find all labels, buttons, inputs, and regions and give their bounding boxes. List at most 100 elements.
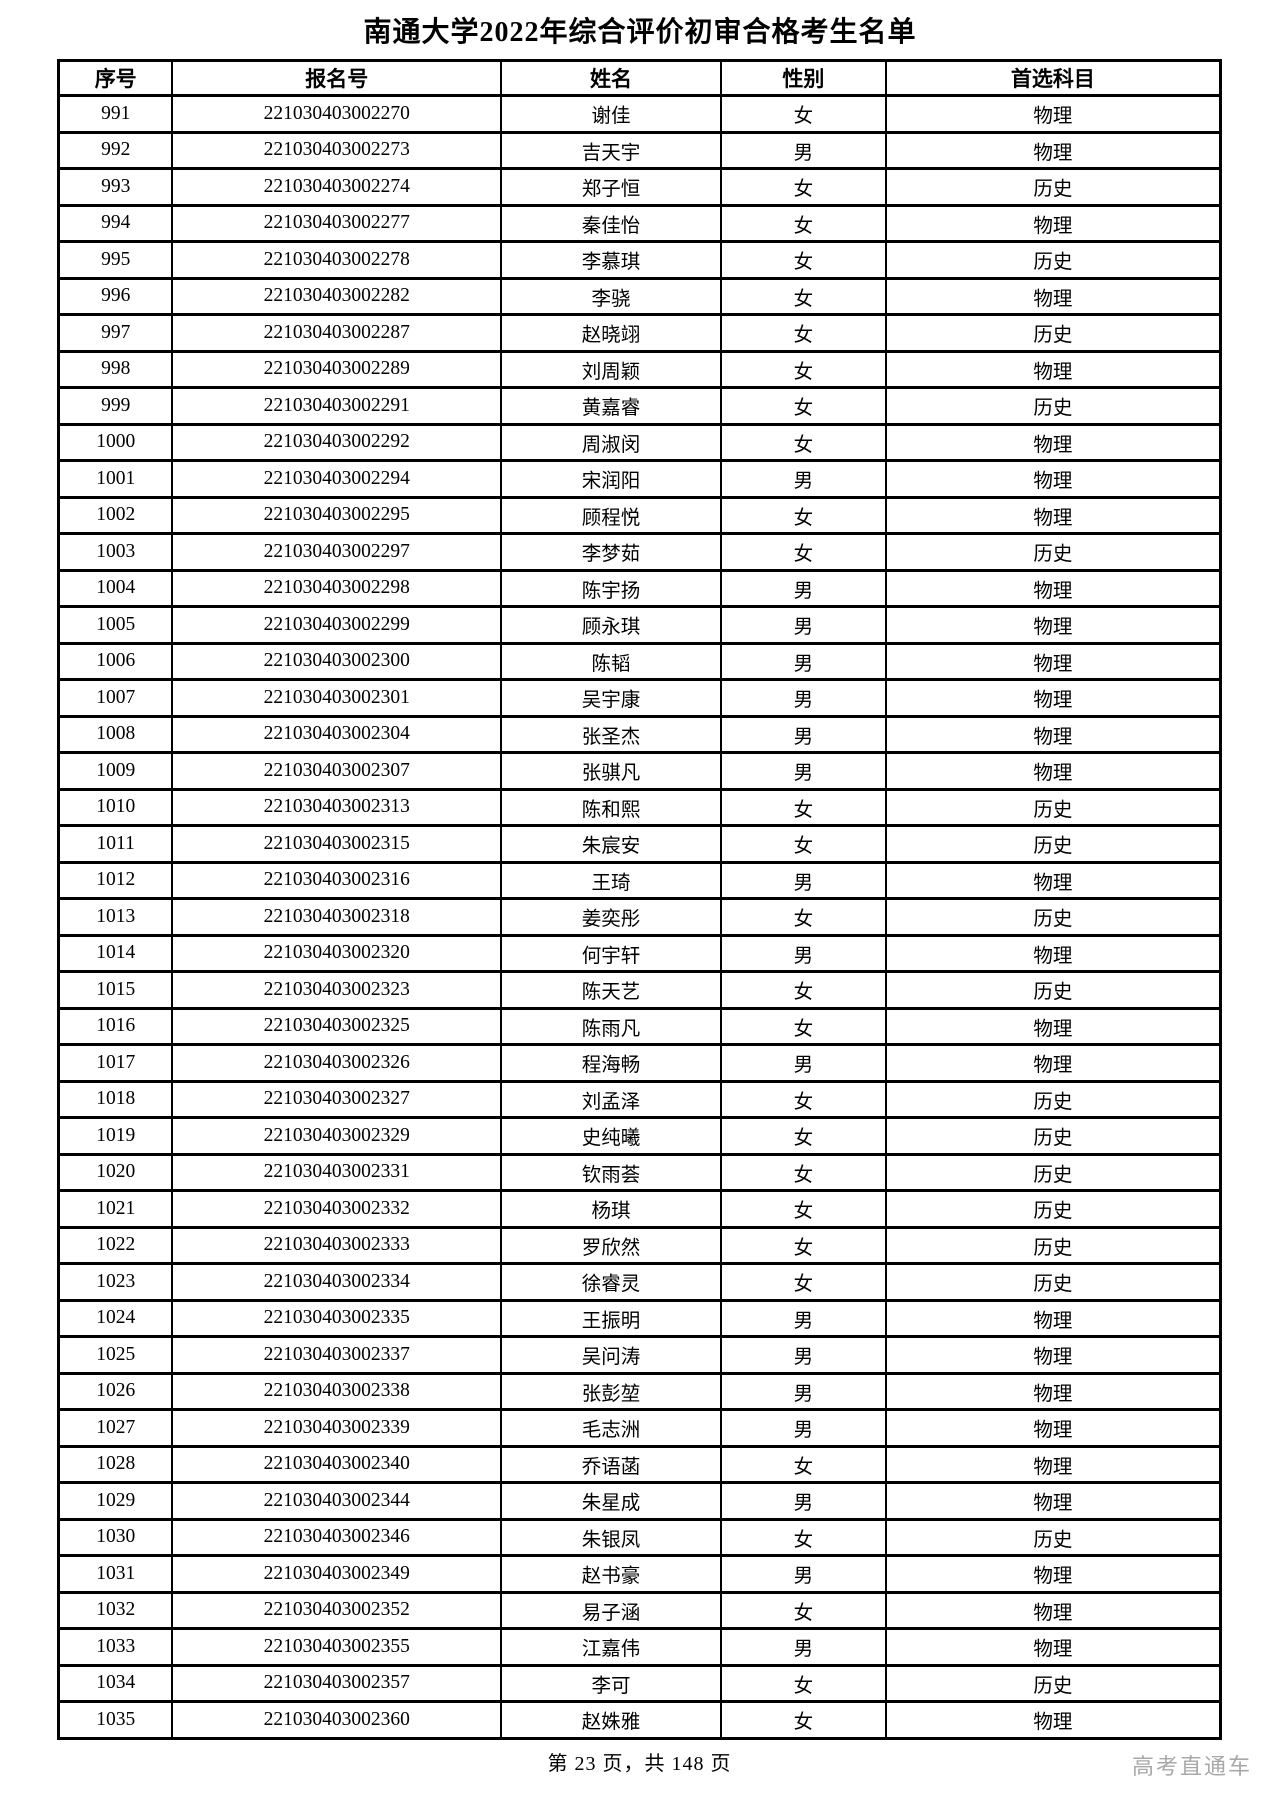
cell-serial-number: 1019 <box>57 1116 174 1156</box>
candidate-table: 序号 报名号 姓名 性别 首选科目 991 221030403002270 谢佳… <box>57 59 1222 1740</box>
cell-name: 朱宸安 <box>500 824 722 864</box>
cell-serial-number: 1018 <box>57 1079 174 1119</box>
cell-gender: 男 <box>719 1043 887 1083</box>
cell-preferred-subject: 物理 <box>884 1335 1222 1375</box>
cell-preferred-subject: 物理 <box>884 751 1222 791</box>
cell-gender: 男 <box>719 714 887 754</box>
table-row: 997 221030403002287 赵晓翊 女 历史 <box>57 313 1222 353</box>
cell-registration-number: 221030403002340 <box>171 1444 503 1484</box>
cell-serial-number: 1001 <box>57 459 174 499</box>
cell-preferred-subject: 历史 <box>884 897 1222 937</box>
cell-name: 赵姝雅 <box>500 1700 722 1740</box>
cell-gender: 女 <box>719 1189 887 1229</box>
header-registration-number: 报名号 <box>171 59 503 97</box>
cell-serial-number: 1003 <box>57 532 174 572</box>
cell-preferred-subject: 历史 <box>884 1262 1222 1302</box>
cell-name: 王振明 <box>500 1298 722 1338</box>
cell-preferred-subject: 物理 <box>884 349 1222 389</box>
page-number-indicator: 第 23 页，共 148 页 <box>547 1752 732 1775</box>
cell-registration-number: 221030403002335 <box>171 1298 503 1338</box>
cell-name: 黄嘉睿 <box>500 386 722 426</box>
table-row: 1020 221030403002331 钦雨荟 女 历史 <box>57 1152 1222 1192</box>
cell-name: 罗欣然 <box>500 1225 722 1265</box>
cell-serial-number: 1007 <box>57 678 174 718</box>
cell-preferred-subject: 历史 <box>884 386 1222 426</box>
cell-preferred-subject: 物理 <box>884 568 1222 608</box>
cell-name: 李骁 <box>500 276 722 316</box>
table-row: 1031 221030403002349 赵书豪 男 物理 <box>57 1554 1222 1594</box>
cell-preferred-subject: 历史 <box>884 824 1222 864</box>
cell-serial-number: 1004 <box>57 568 174 608</box>
table-row: 1000 221030403002292 周淑闵 女 物理 <box>57 422 1222 462</box>
table-row: 1016 221030403002325 陈雨凡 女 物理 <box>57 1006 1222 1046</box>
table-row: 1023 221030403002334 徐睿灵 女 历史 <box>57 1262 1222 1302</box>
cell-registration-number: 221030403002294 <box>171 459 503 499</box>
cell-name: 张圣杰 <box>500 714 722 754</box>
cell-serial-number: 1010 <box>57 787 174 827</box>
cell-name: 何宇轩 <box>500 933 722 973</box>
cell-name: 朱银凤 <box>500 1517 722 1557</box>
table-row: 1002 221030403002295 顾程悦 女 物理 <box>57 495 1222 535</box>
table-row: 996 221030403002282 李骁 女 物理 <box>57 276 1222 316</box>
table-row: 1027 221030403002339 毛志洲 男 物理 <box>57 1408 1222 1448</box>
cell-serial-number: 1035 <box>57 1700 174 1740</box>
header-row: 序号 报名号 姓名 性别 首选科目 <box>57 59 1222 97</box>
cell-name: 姜奕彤 <box>500 897 722 937</box>
cell-name: 赵书豪 <box>500 1554 722 1594</box>
cell-preferred-subject: 历史 <box>884 970 1222 1010</box>
table-row: 1028 221030403002340 乔语菡 女 物理 <box>57 1444 1222 1484</box>
cell-preferred-subject: 物理 <box>884 1006 1222 1046</box>
cell-serial-number: 1022 <box>57 1225 174 1265</box>
cell-name: 秦佳怡 <box>500 203 722 243</box>
cell-gender: 女 <box>719 1116 887 1156</box>
header-name: 姓名 <box>500 59 722 97</box>
cell-gender: 男 <box>719 568 887 608</box>
cell-name: 刘周颖 <box>500 349 722 389</box>
table-row: 1035 221030403002360 赵姝雅 女 物理 <box>57 1700 1222 1740</box>
cell-serial-number: 1030 <box>57 1517 174 1557</box>
cell-preferred-subject: 物理 <box>884 130 1222 170</box>
cell-gender: 男 <box>719 1335 887 1375</box>
cell-registration-number: 221030403002315 <box>171 824 503 864</box>
table-row: 1015 221030403002323 陈天艺 女 历史 <box>57 970 1222 1010</box>
cell-name: 陈雨凡 <box>500 1006 722 1046</box>
table-row: 1026 221030403002338 张彭堃 男 物理 <box>57 1371 1222 1411</box>
cell-serial-number: 1015 <box>57 970 174 1010</box>
cell-gender: 女 <box>719 313 887 353</box>
cell-registration-number: 221030403002304 <box>171 714 503 754</box>
cell-gender: 女 <box>719 1006 887 1046</box>
cell-name: 吴问涛 <box>500 1335 722 1375</box>
cell-name: 顾程悦 <box>500 495 722 535</box>
table-row: 995 221030403002278 李慕琪 女 历史 <box>57 240 1222 280</box>
cell-serial-number: 1008 <box>57 714 174 754</box>
cell-registration-number: 221030403002299 <box>171 605 503 645</box>
cell-preferred-subject: 历史 <box>884 1116 1222 1156</box>
cell-serial-number: 994 <box>57 203 174 243</box>
cell-name: 史纯曦 <box>500 1116 722 1156</box>
cell-gender: 女 <box>719 532 887 572</box>
cell-serial-number: 998 <box>57 349 174 389</box>
cell-registration-number: 221030403002320 <box>171 933 503 973</box>
cell-preferred-subject: 物理 <box>884 1481 1222 1521</box>
cell-name: 杨琪 <box>500 1189 722 1229</box>
header-serial-number: 序号 <box>57 59 174 97</box>
cell-registration-number: 221030403002270 <box>171 94 503 134</box>
cell-gender: 女 <box>719 824 887 864</box>
cell-name: 赵晓翊 <box>500 313 722 353</box>
cell-preferred-subject: 物理 <box>884 495 1222 535</box>
cell-gender: 女 <box>719 1663 887 1703</box>
cell-gender: 女 <box>719 1700 887 1740</box>
table-row: 1003 221030403002297 李梦茹 女 历史 <box>57 532 1222 572</box>
cell-registration-number: 221030403002282 <box>171 276 503 316</box>
cell-preferred-subject: 物理 <box>884 1043 1222 1083</box>
cell-preferred-subject: 物理 <box>884 422 1222 462</box>
cell-gender: 女 <box>719 1225 887 1265</box>
cell-preferred-subject: 物理 <box>884 641 1222 681</box>
cell-preferred-subject: 物理 <box>884 1590 1222 1630</box>
table-row: 1019 221030403002329 史纯曦 女 历史 <box>57 1116 1222 1156</box>
cell-gender: 女 <box>719 970 887 1010</box>
cell-registration-number: 221030403002323 <box>171 970 503 1010</box>
cell-gender: 女 <box>719 495 887 535</box>
cell-serial-number: 1009 <box>57 751 174 791</box>
